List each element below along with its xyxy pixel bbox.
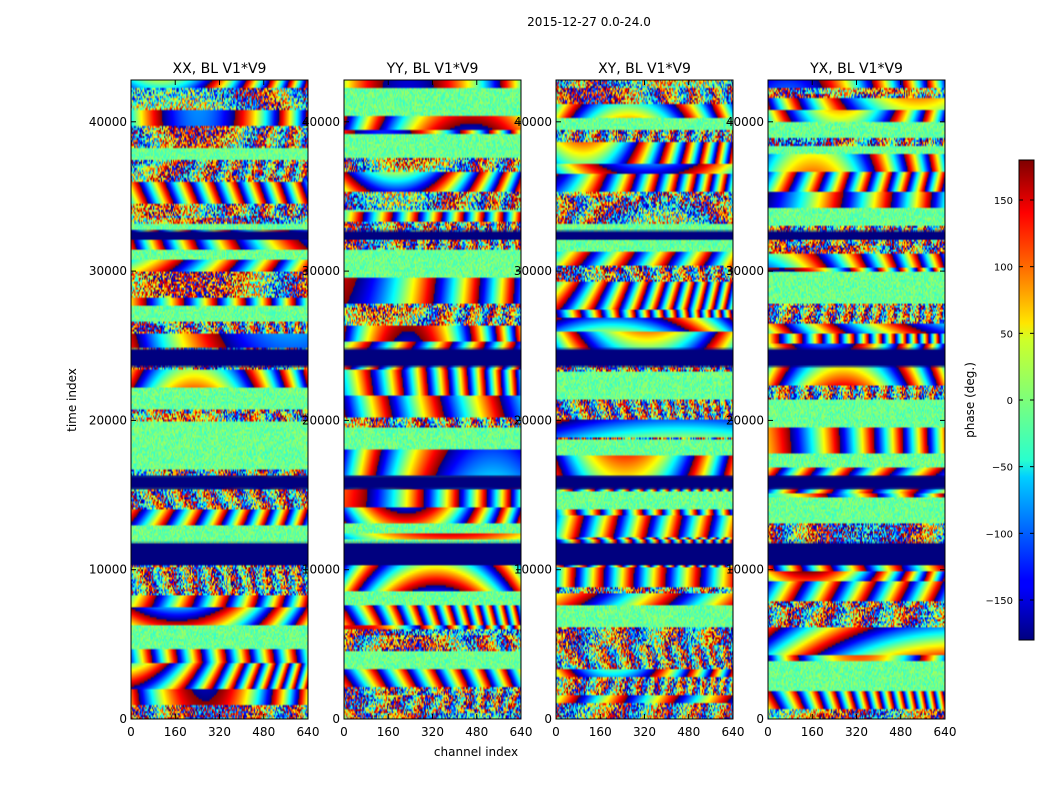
- y-tick-label: 10000: [726, 563, 764, 577]
- x-tick-label: 480: [252, 725, 275, 739]
- x-tick-label: 640: [934, 725, 957, 739]
- x-tick-label: 480: [677, 725, 700, 739]
- colorbar: 150 100 50 0 −50 −100 −150 phase (deg.): [963, 159, 1035, 641]
- y-tick-label: 0: [119, 712, 127, 726]
- y-tick-label: 0: [332, 712, 340, 726]
- y-tick-label: 30000: [302, 264, 340, 278]
- y-tick-label: 10000: [302, 563, 340, 577]
- x-tick-label: 160: [589, 725, 612, 739]
- y-tick-label: 30000: [89, 264, 127, 278]
- phase-heatmap: [556, 80, 733, 719]
- x-tick-label: 0: [552, 725, 560, 739]
- x-tick-label: 160: [377, 725, 400, 739]
- colorbar-tick-label: −100: [986, 529, 1013, 540]
- panel-1: YY, BL V1*V9 0 160 320 480 640 0 10000 20000 3000…: [302, 61, 533, 739]
- x-tick-label: 640: [722, 725, 745, 739]
- panel-title: YX, BL V1*V9: [809, 61, 903, 77]
- colorbar-tick-label: 0: [1007, 396, 1013, 407]
- y-tick-label: 0: [544, 712, 552, 726]
- panel-0: XX, BL V1*V9 0 160 320 480 640 0 10000 20000 3000…: [89, 61, 320, 739]
- y-tick-label: 10000: [89, 563, 127, 577]
- y-tick-label: 0: [756, 712, 764, 726]
- panel-2: XY, BL V1*V9 0 160 320 480 640 0 10000 20000 3000…: [514, 61, 745, 739]
- x-tick-label: 320: [421, 725, 444, 739]
- phase-heatmap: [768, 80, 945, 719]
- y-tick-label: 20000: [302, 413, 340, 427]
- colorbar-tick-label: −150: [986, 596, 1013, 607]
- colorbar-tick-label: −50: [992, 463, 1013, 474]
- panel-title: XX, BL V1*V9: [173, 61, 267, 77]
- colorbar-tick-label: 50: [1000, 329, 1013, 340]
- x-tick-label: 160: [164, 725, 187, 739]
- y-tick-label: 40000: [302, 115, 340, 129]
- y-tick-label: 10000: [514, 563, 552, 577]
- panel-title: XY, BL V1*V9: [598, 61, 691, 77]
- x-tick-label: 480: [889, 725, 912, 739]
- y-tick-label: 40000: [89, 115, 127, 129]
- panel-3: YX, BL V1*V9 0 160 320 480 640 0 10000 20000 3000…: [726, 61, 957, 739]
- figure-suptitle: 2015-12-27 0.0-24.0: [527, 15, 651, 29]
- y-tick-label: 20000: [89, 413, 127, 427]
- colorbar-tick-label: 150: [994, 196, 1013, 207]
- panels: XX, BL V1*V9 0 160 320 480 640 0 10000 20000 3000…: [89, 61, 957, 739]
- y-tick-label: 30000: [726, 264, 764, 278]
- x-tick-label: 320: [633, 725, 656, 739]
- x-tick-label: 320: [208, 725, 231, 739]
- y-axis-label: time index: [65, 368, 79, 432]
- colorbar-label: phase (deg.): [963, 362, 977, 438]
- x-tick-label: 640: [297, 725, 320, 739]
- y-tick-label: 20000: [726, 413, 764, 427]
- y-tick-label: 30000: [514, 264, 552, 278]
- x-tick-label: 480: [465, 725, 488, 739]
- y-tick-label: 40000: [726, 115, 764, 129]
- x-tick-label: 0: [340, 725, 348, 739]
- phase-heatmap: [131, 80, 308, 719]
- colorbar-tick-label: 100: [994, 263, 1013, 274]
- x-tick-label: 320: [845, 725, 868, 739]
- panel-title: YY, BL V1*V9: [386, 61, 479, 77]
- phase-heatmap: [344, 80, 521, 719]
- x-axis-label: channel index: [434, 745, 518, 759]
- x-tick-label: 640: [510, 725, 533, 739]
- x-tick-label: 0: [127, 725, 135, 739]
- colorbar-ticks: 150 100 50 0 −50 −100 −150: [986, 196, 1034, 607]
- x-tick-label: 160: [801, 725, 824, 739]
- y-tick-label: 40000: [514, 115, 552, 129]
- x-tick-label: 0: [764, 725, 772, 739]
- y-tick-label: 20000: [514, 413, 552, 427]
